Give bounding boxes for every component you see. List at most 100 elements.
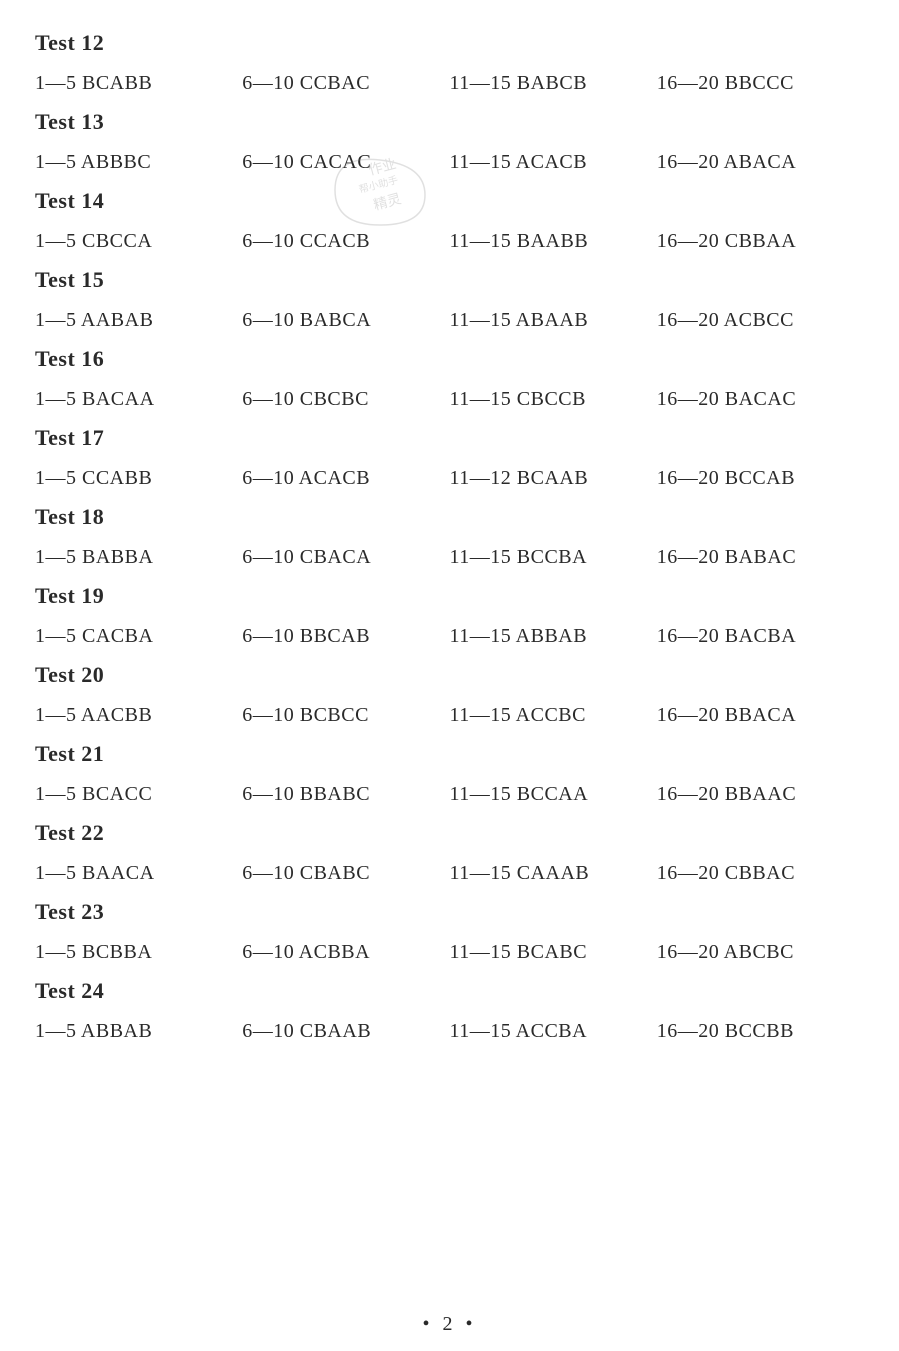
answer-letters: BBCCC bbox=[725, 72, 794, 94]
answer-cell: 1—5 BABBA bbox=[35, 546, 242, 569]
answer-range: 16—20 bbox=[657, 862, 720, 884]
answer-row: 1—5 CACBA6—10 BBCAB11—15 ABBAB16—20 BACB… bbox=[35, 625, 864, 648]
answer-cell: 11—15 ACACB bbox=[450, 151, 657, 174]
test-block: Test 13 1—5 ABBBC6—10 CACAC11—15 ACACB16—… bbox=[35, 109, 864, 174]
test-title: Test 13 bbox=[35, 109, 864, 135]
answer-range: 16—20 bbox=[657, 309, 720, 331]
answer-cell: 6—10 CACAC bbox=[242, 151, 449, 174]
answer-range: 6—10 bbox=[242, 862, 294, 884]
answer-range: 11—15 bbox=[450, 783, 512, 805]
answer-row: 1—5 AACBB6—10 BCBCC11—15 ACCBC16—20 BBAC… bbox=[35, 704, 864, 727]
answer-cell: 6—10 CBCBC bbox=[242, 388, 449, 411]
answer-letters: ACBCC bbox=[724, 309, 794, 331]
answer-letters: ABBAB bbox=[516, 625, 587, 647]
answer-row: 1—5 ABBBC6—10 CACAC11—15 ACACB16—20 ABAC… bbox=[35, 151, 864, 174]
answer-row: 1—5 BABBA6—10 CBACA11—15 BCCBA16—20 BABA… bbox=[35, 546, 864, 569]
answer-cell: 16—20 BCCBB bbox=[657, 1020, 864, 1043]
answer-letters: BABBA bbox=[82, 546, 153, 568]
answer-letters: ABAAB bbox=[516, 309, 589, 331]
test-title: Test 20 bbox=[35, 662, 864, 688]
answer-letters: ABBBC bbox=[81, 151, 151, 173]
test-title: Test 21 bbox=[35, 741, 864, 767]
answer-range: 11—15 bbox=[450, 72, 512, 94]
answer-cell: 11—15 ABBAB bbox=[450, 625, 657, 648]
test-title: Test 19 bbox=[35, 583, 864, 609]
answer-letters: CBACA bbox=[300, 546, 371, 568]
answer-letters: BCBBA bbox=[82, 941, 152, 963]
answer-range: 1—5 bbox=[35, 388, 77, 410]
answer-row: 1—5 AABAB6—10 BABCA11—15 ABAAB16—20 ACBC… bbox=[35, 309, 864, 332]
answer-letters: CCBAC bbox=[300, 72, 370, 94]
test-title: Test 17 bbox=[35, 425, 864, 451]
answer-letters: CCACB bbox=[300, 230, 370, 252]
answer-range: 11—15 bbox=[450, 230, 512, 252]
answer-cell: 16—20 ABACA bbox=[657, 151, 864, 174]
answer-cell: 11—15 BCABC bbox=[450, 941, 657, 964]
answer-range: 16—20 bbox=[657, 151, 720, 173]
answer-letters: BAACA bbox=[82, 862, 155, 884]
answer-range: 16—20 bbox=[657, 783, 720, 805]
answer-letters: BAABB bbox=[517, 230, 588, 252]
answer-cell: 1—5 ABBBC bbox=[35, 151, 242, 174]
answer-letters: CACAC bbox=[300, 151, 371, 173]
answer-cell: 6—10 BBABC bbox=[242, 783, 449, 806]
answer-cell: 11—15 ACCBC bbox=[450, 704, 657, 727]
answer-letters: BCACC bbox=[82, 783, 152, 805]
test-title: Test 15 bbox=[35, 267, 864, 293]
answer-cell: 6—10 BABCA bbox=[242, 309, 449, 332]
answer-range: 11—15 bbox=[450, 546, 512, 568]
answer-cell: 1—5 BCACC bbox=[35, 783, 242, 806]
answer-letters: CBABC bbox=[300, 862, 370, 884]
answer-range: 11—15 bbox=[450, 625, 512, 647]
answer-row: 1—5 BCABB6—10 CCBAC11—15 BABCB16—20 BBCC… bbox=[35, 72, 864, 95]
answer-cell: 11—15 ACCBA bbox=[450, 1020, 657, 1043]
answer-cell: 11—15 BAABB bbox=[450, 230, 657, 253]
test-title: Test 16 bbox=[35, 346, 864, 372]
answer-row: 1—5 BCBBA6—10 ACBBA11—15 BCABC16—20 ABCB… bbox=[35, 941, 864, 964]
answer-range: 11—15 bbox=[450, 388, 512, 410]
test-block: Test 151—5 AABAB6—10 BABCA11—15 ABAAB16—… bbox=[35, 267, 864, 332]
test-title: Test 24 bbox=[35, 978, 864, 1004]
answer-range: 6—10 bbox=[242, 941, 294, 963]
answer-cell: 1—5 CBCCA bbox=[35, 230, 242, 253]
answer-range: 16—20 bbox=[657, 546, 720, 568]
answer-range: 1—5 bbox=[35, 309, 77, 331]
answer-range: 6—10 bbox=[242, 230, 294, 252]
answer-range: 1—5 bbox=[35, 546, 77, 568]
answer-cell: 16—20 CBBAA bbox=[657, 230, 864, 253]
answer-letters: CACBA bbox=[82, 625, 153, 647]
answer-letters: ACBBA bbox=[299, 941, 370, 963]
answer-letters: AACBB bbox=[81, 704, 152, 726]
answer-cell: 6—10 BCBCC bbox=[242, 704, 449, 727]
answer-cell: 11—15 CAAAB bbox=[450, 862, 657, 885]
answer-letters: BBABC bbox=[300, 783, 370, 805]
answer-range: 11—15 bbox=[450, 941, 512, 963]
test-title: Test 14 bbox=[35, 188, 864, 214]
answer-letters: ACACB bbox=[299, 467, 370, 489]
answer-letters: BBCAB bbox=[300, 625, 370, 647]
answer-range: 6—10 bbox=[242, 625, 294, 647]
answer-cell: 16—20 BBCCC bbox=[657, 72, 864, 95]
answer-letters: BACAC bbox=[725, 388, 796, 410]
answer-cell: 1—5 BACAA bbox=[35, 388, 242, 411]
answer-cell: 16—20 BCCAB bbox=[657, 467, 864, 490]
answer-cell: 1—5 BAACA bbox=[35, 862, 242, 885]
answer-range: 11—15 bbox=[450, 704, 512, 726]
answer-row: 1—5 CCABB6—10 ACACB11—12 BCAAB16—20 BCCA… bbox=[35, 467, 864, 490]
test-block: Test 141—5 CBCCA6—10 CCACB11—15 BAABB16—… bbox=[35, 188, 864, 253]
answer-letters: CAAAB bbox=[517, 862, 590, 884]
answer-cell: 16—20 BABAC bbox=[657, 546, 864, 569]
answer-range: 16—20 bbox=[657, 625, 720, 647]
answer-letters: BBAAC bbox=[725, 783, 796, 805]
answer-letters: BCCBB bbox=[725, 1020, 794, 1042]
answer-range: 16—20 bbox=[657, 230, 720, 252]
answer-cell: 6—10 ACACB bbox=[242, 467, 449, 490]
answer-letters: BCCAB bbox=[725, 467, 795, 489]
answer-cell: 16—20 ACBCC bbox=[657, 309, 864, 332]
answer-range: 16—20 bbox=[657, 388, 720, 410]
answer-cell: 11—15 CBCCB bbox=[450, 388, 657, 411]
answer-letters: ACACB bbox=[516, 151, 587, 173]
test-title: Test 22 bbox=[35, 820, 864, 846]
answer-row: 1—5 CBCCA6—10 CCACB11—15 BAABB16—20 CBBA… bbox=[35, 230, 864, 253]
answer-cell: 16—20 BACAC bbox=[657, 388, 864, 411]
